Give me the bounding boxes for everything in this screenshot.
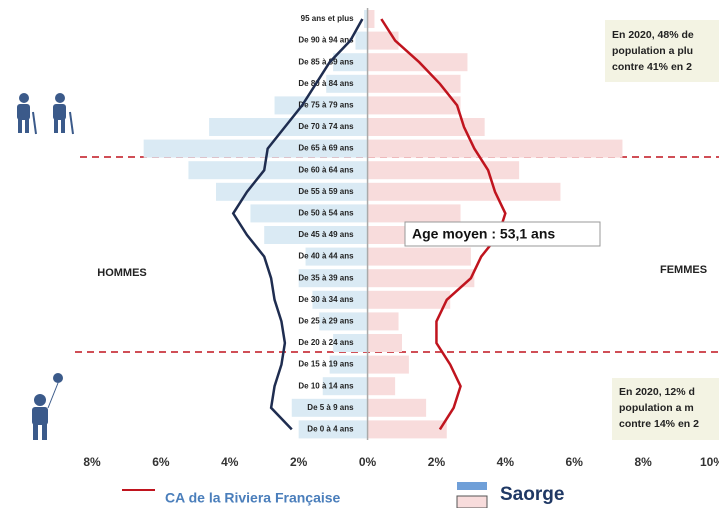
- bar: [355, 31, 368, 50]
- bar: [367, 74, 461, 93]
- x-tick-label: 6%: [152, 455, 170, 469]
- x-tick-label: 6%: [566, 455, 584, 469]
- line-men: [231, 18, 364, 431]
- age-label: De 5 à 9 ans: [307, 403, 354, 412]
- note-box: [605, 20, 719, 82]
- x-tick-label: 8%: [83, 455, 101, 469]
- side-label: FEMMES: [660, 264, 707, 276]
- bar: [367, 269, 475, 288]
- age-label: De 55 à 59 ans: [298, 187, 354, 196]
- age-label: De 85 à 89 ans: [298, 57, 354, 66]
- bar: [319, 312, 368, 331]
- bar: [367, 96, 461, 115]
- legend-swatch: [456, 495, 488, 508]
- bar: [333, 53, 368, 72]
- senior-icon: [17, 93, 74, 135]
- bar: [367, 139, 623, 158]
- age-label: De 10 à 14 ans: [298, 381, 354, 390]
- age-label: De 15 à 19 ans: [298, 360, 354, 369]
- age-label: De 30 à 34 ans: [298, 295, 354, 304]
- note-text: contre 14% en 2: [619, 418, 699, 430]
- bar: [305, 247, 368, 266]
- bars: [143, 10, 623, 439]
- note-text: population a plu: [612, 45, 693, 57]
- age-label: De 65 à 69 ans: [298, 144, 354, 153]
- bar: [367, 355, 409, 374]
- x-tick-label: 10%: [700, 455, 719, 469]
- legend-label: CA de la Riviera Française: [165, 490, 341, 506]
- bar: [312, 290, 368, 309]
- bar: [216, 182, 368, 201]
- age-label: De 35 à 39 ans: [298, 273, 354, 282]
- age-label: De 45 à 49 ans: [298, 230, 354, 239]
- bar: [367, 398, 427, 417]
- bar: [326, 74, 368, 93]
- x-tick-label: 8%: [634, 455, 652, 469]
- legend-label: Saorge: [500, 484, 564, 505]
- age-label: De 25 à 29 ans: [298, 317, 354, 326]
- bar: [264, 226, 368, 244]
- bar: [298, 269, 368, 288]
- age-label: 95 ans et plus: [301, 14, 354, 23]
- note-text: population a m: [619, 402, 694, 414]
- age-label: De 40 à 44 ans: [298, 252, 354, 261]
- bar: [322, 377, 368, 396]
- bar: [291, 398, 368, 417]
- age-label: De 80 à 84 ans: [298, 79, 354, 88]
- age-label: De 70 à 74 ans: [298, 122, 354, 131]
- child-icon: [32, 373, 63, 440]
- bar: [367, 118, 485, 136]
- bar: [367, 204, 461, 223]
- bar: [367, 161, 520, 180]
- x-tick-label: 4%: [221, 455, 239, 469]
- legend-swatch: [457, 482, 487, 490]
- age-label: De 0 à 4 ans: [307, 425, 354, 434]
- mean-box: [404, 221, 601, 247]
- bar: [367, 10, 375, 28]
- age-label: De 75 à 79 ans: [298, 101, 354, 110]
- bar: [329, 355, 368, 374]
- bar: [298, 420, 368, 439]
- age-label: De 60 à 64 ans: [298, 165, 354, 174]
- age-label: De 90 à 94 ans: [298, 36, 354, 45]
- bar: [188, 161, 368, 180]
- note-text: contre 41% en 2: [612, 61, 692, 73]
- note-text: En 2020, 48% de: [612, 29, 694, 41]
- note-box: [612, 378, 719, 440]
- note-text: En 2020, 12% d: [619, 386, 695, 398]
- bar: [367, 377, 396, 396]
- x-tick-label: 2%: [428, 455, 446, 469]
- side-label: HOMMES: [97, 267, 147, 279]
- bar: [333, 334, 368, 352]
- bar: [367, 312, 399, 331]
- bar: [364, 10, 368, 28]
- bar: [367, 182, 561, 201]
- bar: [367, 290, 451, 309]
- mean-label: Age moyen : 53,1 ans: [412, 226, 555, 242]
- bar: [367, 420, 447, 439]
- x-tick-label: 4%: [497, 455, 515, 469]
- bar: [143, 139, 368, 158]
- bar: [209, 118, 368, 136]
- age-label: De 20 à 24 ans: [298, 338, 354, 347]
- age-label: De 50 à 54 ans: [298, 209, 354, 218]
- x-tick-label: 0%: [359, 455, 377, 469]
- x-tick-label: 2%: [290, 455, 308, 469]
- bar: [367, 247, 471, 266]
- bar: [250, 204, 368, 223]
- bar: [367, 334, 402, 352]
